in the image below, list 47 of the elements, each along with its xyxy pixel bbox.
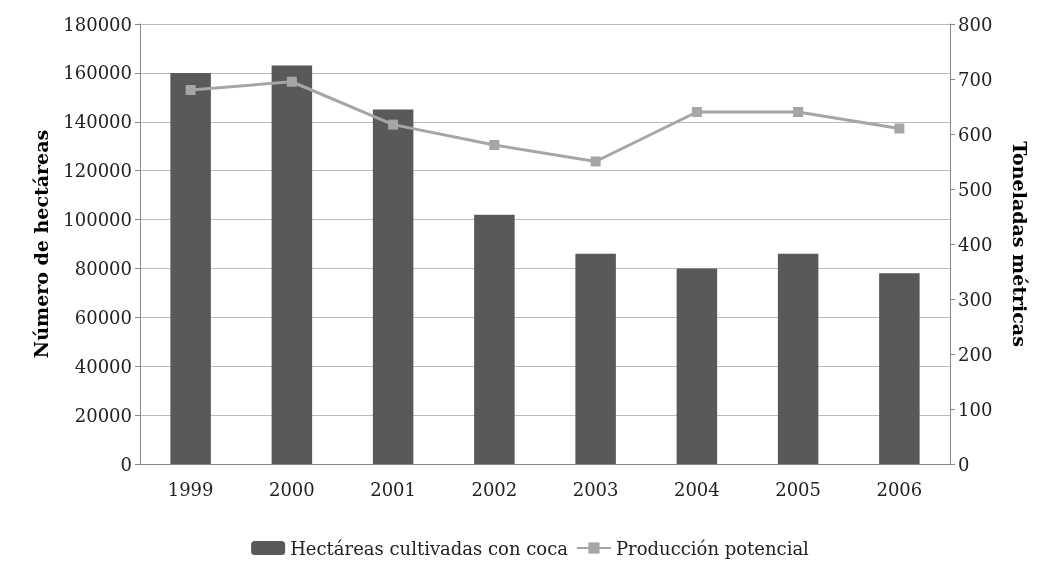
x-tick-label: 2001	[370, 478, 417, 500]
y-tick-label: 140000	[63, 111, 132, 133]
bar	[879, 273, 920, 464]
x-tick-label: 2002	[471, 478, 518, 500]
y2-tick-label: 600	[958, 123, 993, 145]
point	[590, 156, 601, 167]
y-tick-label: 80000	[74, 257, 132, 279]
y2-tick-label: 200	[958, 343, 993, 365]
bar	[777, 253, 819, 464]
bar	[575, 253, 616, 464]
bar	[271, 65, 313, 464]
y2-tick-label: 500	[958, 178, 993, 200]
bar	[170, 72, 211, 464]
y2-tick-label: 0	[958, 453, 970, 475]
bar	[372, 109, 414, 464]
y2-tick-label: 300	[958, 288, 993, 310]
x-tick-label: 2006	[876, 478, 923, 500]
y-axis-title: Número de hectáreas	[29, 129, 52, 359]
y-tick-label: 100000	[63, 209, 132, 231]
y-tick-label: 40000	[74, 355, 132, 377]
x-tick-label: 2005	[775, 478, 822, 500]
point	[894, 123, 905, 134]
y2-tick-label: 100	[958, 398, 993, 420]
y2-tick-label: 700	[958, 68, 993, 90]
y2-axis-title: Toneladas métricas	[1008, 141, 1031, 347]
point	[793, 107, 804, 117]
x-tick-label: 2004	[673, 478, 720, 500]
point	[388, 119, 399, 130]
point	[286, 76, 297, 87]
point	[489, 140, 500, 150]
x-tick-label: 1999	[167, 478, 214, 500]
point	[185, 85, 196, 95]
y-tick-label: 0	[120, 453, 132, 475]
y2-tick-label: 800	[958, 13, 993, 35]
bar	[676, 268, 718, 464]
y-tick-label: 120000	[63, 160, 132, 182]
y-tick-label: 160000	[63, 62, 132, 84]
x-tick-label: 2003	[572, 478, 619, 500]
legend-label: Producción potencial	[615, 537, 810, 559]
point	[691, 107, 702, 117]
y-tick-label: 60000	[74, 306, 132, 328]
x-tick-label: 2000	[268, 478, 315, 500]
y-tick-label: 20000	[74, 404, 132, 426]
y2-tick-label: 400	[958, 233, 993, 255]
bar	[474, 214, 515, 464]
y-tick-label: 180000	[63, 13, 132, 35]
legend-label: Hectáreas cultivadas con coca	[290, 537, 569, 559]
